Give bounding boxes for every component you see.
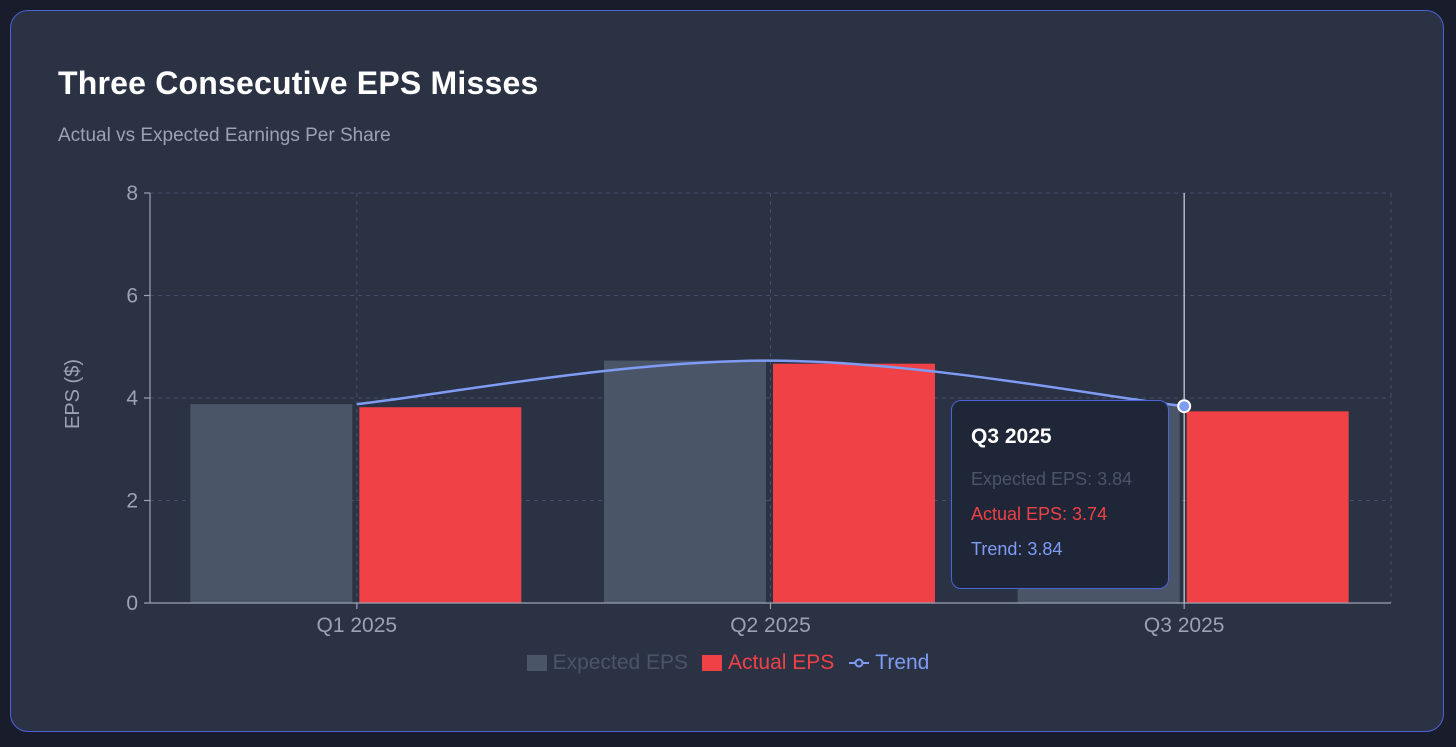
legend-line-icon xyxy=(849,658,870,668)
x-tick-label-2: Q3 2025 xyxy=(1144,614,1225,637)
tooltip-row-expected: Expected EPS: 3.84 xyxy=(971,469,1133,489)
x-tick-label-1: Q2 2025 xyxy=(730,614,811,637)
legend-swatch-actual xyxy=(702,655,723,671)
legend-label-expected: Expected EPS xyxy=(552,651,689,674)
bar-actual-1 xyxy=(773,363,935,603)
legend-item-trend[interactable]: Trend xyxy=(848,651,929,675)
y-tick-label-6: 6 xyxy=(126,285,138,308)
legend-label-trend: Trend xyxy=(875,651,930,674)
y-tick-label-4: 4 xyxy=(126,387,138,410)
legend-item-expected[interactable]: Expected EPS xyxy=(526,651,689,675)
legend-item-actual[interactable]: Actual EPS xyxy=(702,651,834,675)
bar-actual-0 xyxy=(359,407,522,603)
legend-label-actual: Actual EPS xyxy=(728,651,835,674)
chart-card: Three Consecutive EPS Misses Actual vs E… xyxy=(10,10,1444,732)
bar-expected-0 xyxy=(190,404,353,603)
chart-tooltip: Q3 2025 Expected EPS: 3.84 Actual EPS: 3… xyxy=(951,400,1169,589)
x-tick-label-0: Q1 2025 xyxy=(317,614,398,637)
legend-swatch-expected xyxy=(526,655,547,671)
trend-point-active xyxy=(1177,399,1192,414)
trend-line xyxy=(356,359,1185,408)
chart-subtitle: Actual vs Expected Earnings Per Share xyxy=(58,125,391,146)
y-axis-title: EPS ($) xyxy=(62,359,84,429)
y-tick-label-8: 8 xyxy=(126,182,138,205)
chart-title: Three Consecutive EPS Misses xyxy=(58,65,539,101)
tooltip-row-actual: Actual EPS: 3.74 xyxy=(971,504,1108,524)
y-tick-label-2: 2 xyxy=(126,490,138,513)
chart-legend: Expected EPS Actual EPS Trend xyxy=(11,651,1445,675)
bar-actual-2 xyxy=(1186,411,1349,603)
y-tick-label-0: 0 xyxy=(126,592,138,615)
bar-expected-1 xyxy=(604,360,766,603)
tooltip-row-trend: Trend: 3.84 xyxy=(971,539,1063,559)
tooltip-title: Q3 2025 xyxy=(971,425,1052,448)
eps-chart[interactable]: 0 2 4 6 8 Q1 2025 Q2 2025 Q3 2025 EPS ($) xyxy=(11,11,1445,733)
